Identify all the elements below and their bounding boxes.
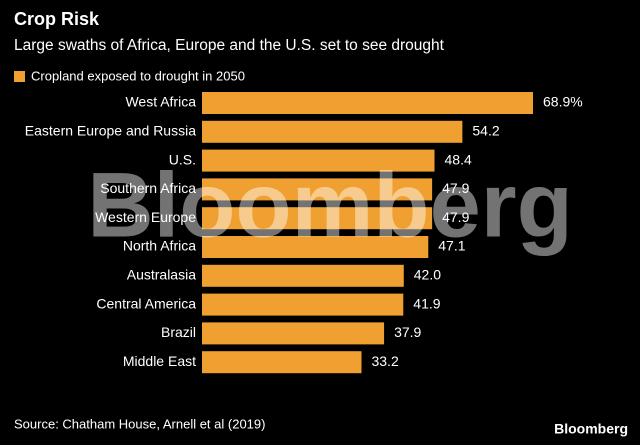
bar (202, 351, 362, 374)
bar (202, 178, 433, 201)
value-label: 33.2 (371, 353, 398, 369)
category-label: West Africa (125, 94, 196, 110)
value-label: 41.9 (413, 295, 440, 311)
value-label: 47.9 (442, 180, 469, 196)
legend-swatch (14, 71, 25, 82)
legend-label: Cropland exposed to drought in 2050 (31, 68, 245, 83)
value-label: 48.4 (445, 151, 472, 167)
category-label: Southern Africa (100, 180, 196, 196)
category-label: North Africa (123, 238, 196, 254)
category-label: Australasia (127, 267, 196, 283)
value-label: 54.2 (472, 123, 499, 139)
category-label: Brazil (161, 324, 196, 340)
bar (202, 92, 533, 114)
category-label: Middle East (123, 353, 196, 369)
bar (202, 207, 433, 230)
bar (202, 264, 404, 287)
category-label: Western Europe (95, 209, 196, 225)
value-label: 68.9% (543, 94, 583, 110)
bar (202, 322, 385, 345)
value-label: 47.9 (442, 209, 469, 225)
category-label: Eastern Europe and Russia (25, 123, 196, 139)
bars: West Africa 68.9% Eastern Europe and Russi… (25, 92, 583, 374)
bar (202, 236, 429, 258)
value-label: 37.9 (394, 324, 421, 340)
value-label: 47.1 (438, 238, 465, 254)
bar (202, 149, 435, 172)
bar (202, 293, 404, 316)
chart-title: Crop Risk (14, 9, 100, 29)
value-label: 42.0 (414, 267, 441, 283)
source: Source: Chatham House, Arnell et al (201… (14, 416, 265, 431)
bar (202, 120, 463, 143)
watermark: Bloomberg (87, 154, 573, 256)
chart-subtitle: Large swaths of Africa, Europe and the U… (14, 37, 445, 54)
category-label: U.S. (169, 151, 196, 167)
category-label: Central America (96, 295, 196, 311)
brand: Bloomberg (554, 421, 628, 437)
